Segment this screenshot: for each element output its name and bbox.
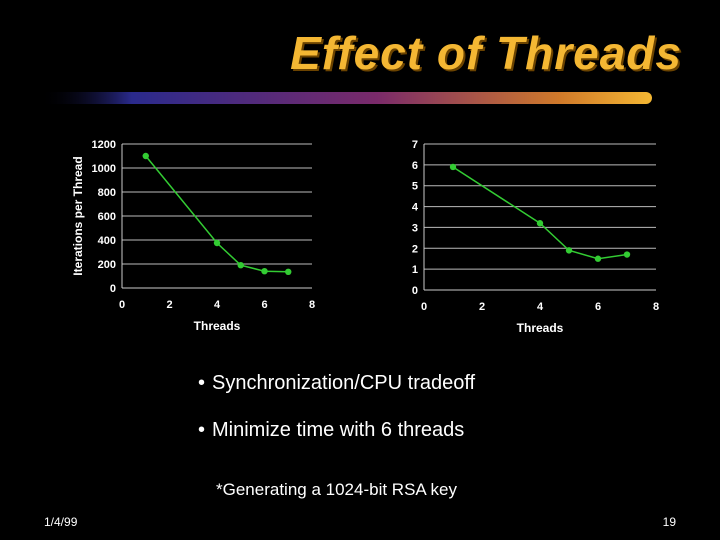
- data-point: [536, 220, 544, 227]
- data-point: [142, 152, 149, 160]
- data-point: [213, 239, 221, 247]
- data-point: [623, 251, 631, 258]
- x-tick-label: 8: [653, 301, 659, 313]
- bullet-dot-icon: •: [198, 372, 206, 394]
- y-tick-label: 0: [412, 285, 418, 297]
- y-tick-label: 1000: [92, 163, 116, 175]
- minutes-chart: 0 1 2 3 4 5 6 7 0 2 4 6 8 Threads Minutes: [384, 139, 659, 335]
- slide-date: 1/4/99: [44, 515, 78, 529]
- x-tick-label: 2: [166, 299, 172, 311]
- slide-title: Effect of Threads: [290, 27, 682, 79]
- y-axis-label: Iterations per Thread: [71, 156, 85, 275]
- data-point: [237, 262, 244, 269]
- y-axis-label: Minutes: [384, 194, 387, 240]
- y-tick-label: 2: [412, 243, 418, 255]
- y-tick-label: 6: [412, 160, 418, 172]
- x-tick-label: 4: [537, 301, 544, 313]
- x-tick-label: 0: [421, 301, 427, 313]
- y-tick-label: 4: [412, 202, 419, 214]
- bullet-text: Minimize time with 6 threads: [212, 419, 465, 441]
- title-underline-bar: [40, 92, 652, 104]
- y-tick-label: 200: [98, 259, 116, 271]
- y-tick-label: 800: [98, 187, 116, 199]
- page-number: 19: [662, 515, 676, 529]
- x-tick-label: 0: [119, 299, 125, 311]
- y-tick-label: 1: [412, 264, 418, 276]
- y-tick-label: 600: [98, 211, 116, 223]
- x-tick-label: 6: [261, 299, 267, 311]
- x-tick-label: 8: [309, 299, 315, 311]
- series-line: [145, 155, 289, 273]
- x-tick-label: 4: [214, 299, 221, 311]
- y-tick-label: 1200: [92, 139, 116, 151]
- footnote: *Generating a 1024-bit RSA key: [216, 480, 457, 499]
- bullet-item: • Synchronization/CPU tradeoff: [198, 372, 475, 395]
- x-tick-label: 6: [595, 301, 601, 313]
- y-tick-label: 3: [412, 222, 418, 234]
- data-point: [449, 163, 457, 171]
- bullet-item: • Minimize time with 6 threads: [198, 419, 475, 442]
- data-point: [594, 255, 602, 262]
- y-tick-label: 0: [110, 283, 116, 295]
- y-tick-label: 7: [412, 139, 418, 151]
- y-tick-label: 400: [98, 235, 116, 247]
- x-tick-label: 2: [479, 301, 485, 313]
- series-line: [452, 166, 628, 260]
- bullet-list: • Synchronization/CPU tradeoff • Minimize …: [198, 372, 475, 466]
- y-tick-label: 5: [412, 181, 418, 193]
- x-axis-label: Threads: [517, 321, 564, 335]
- bullet-text: Synchronization/CPU tradeoff: [212, 372, 476, 394]
- x-axis-label: Threads: [194, 319, 241, 333]
- iterations-per-thread-chart: 0 200 400 600 800 1000 1200 0 2 4 6 8 Threads Iterati…: [71, 139, 315, 333]
- data-point: [261, 268, 268, 275]
- bullet-dot-icon: •: [198, 419, 206, 441]
- data-point: [285, 268, 292, 275]
- data-point: [565, 247, 573, 254]
